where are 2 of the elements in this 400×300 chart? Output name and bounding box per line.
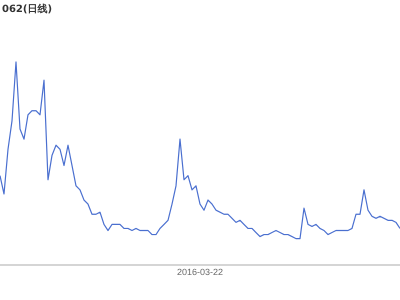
- text: 2016-03-22: [176, 267, 224, 277]
- chart-title: 062(日线): [2, 3, 52, 15]
